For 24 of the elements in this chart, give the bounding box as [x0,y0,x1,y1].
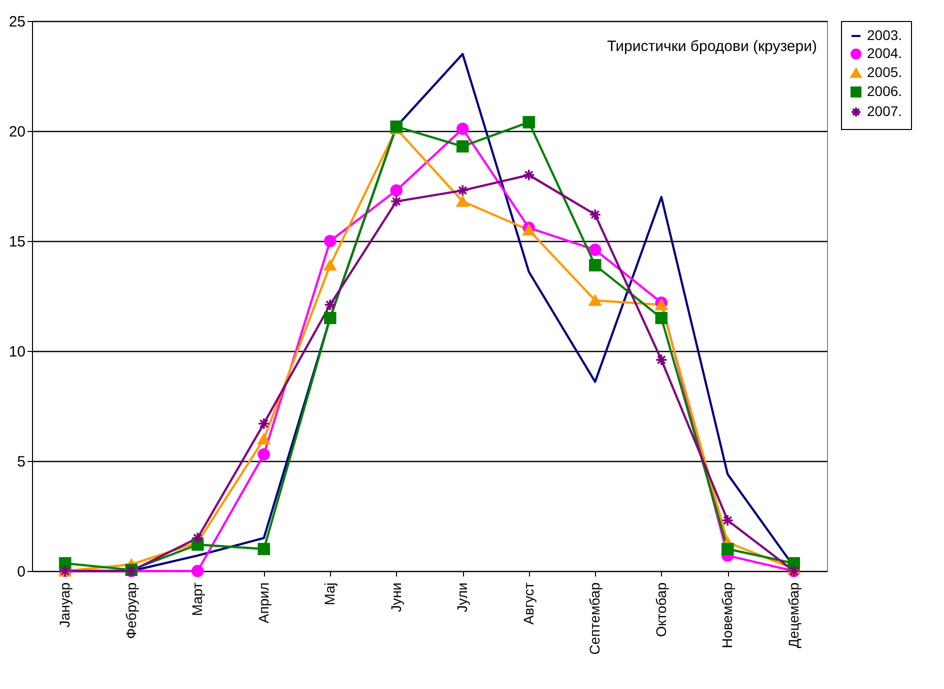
x-tick-label: Април [255,582,272,624]
legend-label: 2007. [867,103,902,119]
x-tick-label: Март [189,582,206,616]
legend-label: 2003. [867,27,902,43]
y-tick-label: 5 [17,454,26,470]
x-tick-label: Октобар [652,582,669,637]
y-tick-label: 20 [8,124,26,140]
x-tick-label: Јуни [388,582,404,612]
x-tick-label: Септембар [586,582,603,655]
x-tick-label: Новембар [719,582,736,648]
x-tick-label: Јануар [56,582,73,628]
legend-label: 2004. [867,45,902,61]
x-tick-label: Август [520,582,536,625]
y-tick-label: 15 [8,234,26,250]
legend-label: 2005. [867,64,902,80]
text: Тиристички бродови (крузери) [607,38,817,55]
y-tick-label: 10 [8,344,26,360]
y-tick-label: 0 [17,564,26,580]
x-tick-label: Мај [322,582,338,606]
x-tick-label: Фебруар [122,582,139,639]
x-tick-label: Децембар [785,582,802,648]
x-tick-label: Јули [454,582,470,612]
legend-label: 2006. [867,83,902,99]
y-tick-label: 25 [8,14,26,30]
